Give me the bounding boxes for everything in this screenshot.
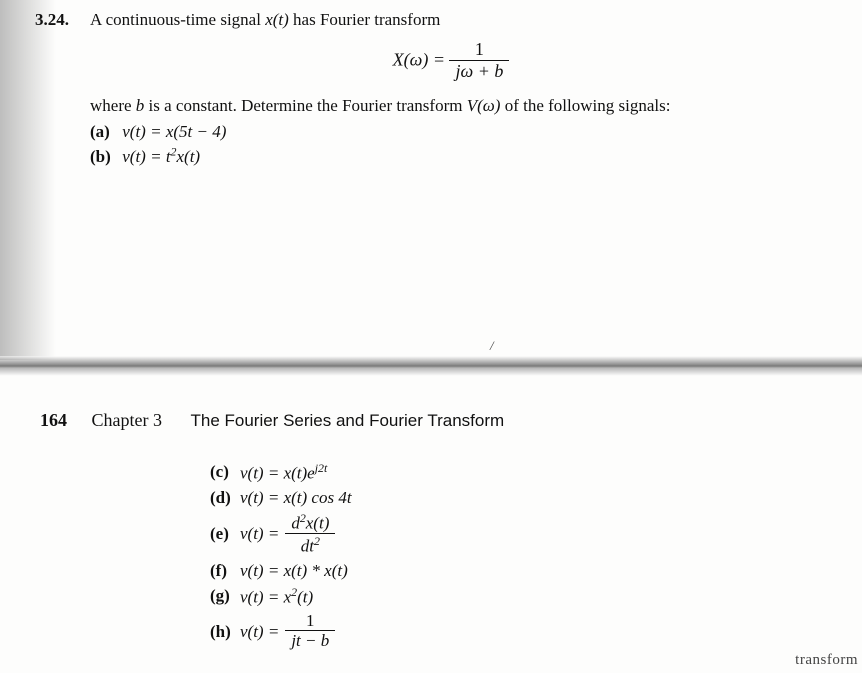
intro-pre: A continuous-time signal bbox=[90, 10, 265, 29]
eq-fraction: 1 jω + b bbox=[449, 40, 509, 82]
part-b-row: (b) v(t) = t2x(t) bbox=[90, 144, 822, 167]
body-line: where b is a constant. Determine the Fou… bbox=[90, 96, 822, 116]
part-b-label: (b) bbox=[90, 147, 118, 167]
body-pre: where bbox=[90, 96, 136, 115]
part-c-row: (c) v(t) = x(t)ej2t bbox=[210, 461, 822, 484]
part-g-row: (g) v(t) = x2(t) bbox=[210, 585, 822, 608]
part-f-row: (f) v(t) = x(t) * x(t) bbox=[210, 561, 822, 581]
parts-c-h: (c) v(t) = x(t)ej2t (d) v(t) = x(t) cos … bbox=[210, 461, 822, 652]
part-e-row: (e) v(t) = d2x(t) dt2 bbox=[210, 512, 822, 557]
chapter-label: Chapter 3 bbox=[92, 410, 162, 430]
eq-denominator: jω + b bbox=[449, 61, 509, 83]
part-e-label: (e) bbox=[210, 524, 240, 544]
e-num-post: x(t) bbox=[306, 513, 330, 532]
part-h-num: 1 bbox=[285, 612, 335, 632]
part-a-expr: v(t) = x(5t − 4) bbox=[122, 122, 226, 141]
part-g-label: (g) bbox=[210, 586, 240, 606]
eq-lhs: X(ω) = bbox=[393, 49, 445, 69]
g-pre: v(t) = x bbox=[240, 588, 291, 607]
part-e-den: dt2 bbox=[285, 534, 335, 557]
page-number: 164 bbox=[40, 410, 67, 430]
page-header: 164 Chapter 3 The Fourier Series and Fou… bbox=[40, 410, 822, 431]
part-e-frac: d2x(t) dt2 bbox=[285, 512, 335, 557]
part-e-lhs: v(t) = bbox=[240, 524, 279, 544]
part-d-expr: v(t) = x(t) cos 4t bbox=[240, 488, 352, 508]
e-num-pre: d bbox=[291, 513, 300, 532]
part-a-row: (a) v(t) = x(5t − 4) bbox=[90, 122, 822, 142]
part-h-row: (h) v(t) = 1 jt − b bbox=[210, 612, 822, 652]
equation-xomega: X(ω) = 1 jω + b bbox=[80, 40, 822, 82]
scan-mark: / bbox=[490, 338, 494, 354]
intro-post: has Fourier transform bbox=[289, 10, 441, 29]
part-f-expr: v(t) = x(t) * x(t) bbox=[240, 561, 348, 581]
part-e-num: d2x(t) bbox=[285, 512, 335, 534]
part-g-expr: v(t) = x2(t) bbox=[240, 585, 313, 608]
part-b-post: x(t) bbox=[177, 147, 201, 166]
part-c-label: (c) bbox=[210, 462, 240, 482]
part-c-expr: v(t) = x(t)ej2t bbox=[240, 461, 327, 484]
scan-divider bbox=[0, 356, 862, 376]
bottom-page-region: 164 Chapter 3 The Fourier Series and Fou… bbox=[0, 410, 862, 656]
part-c-sup: j2t bbox=[315, 461, 328, 475]
part-f-label: (f) bbox=[210, 561, 240, 581]
part-b-expr: v(t) = t2x(t) bbox=[122, 147, 200, 166]
intro-signal: x(t) bbox=[265, 10, 289, 29]
part-c-pre: v(t) = x(t)e bbox=[240, 464, 315, 483]
footer-clipped-text: transform bbox=[795, 652, 858, 669]
part-a-label: (a) bbox=[90, 122, 118, 142]
part-h-label: (h) bbox=[210, 622, 240, 642]
body-mid: is a constant. Determine the Fourier tra… bbox=[144, 96, 466, 115]
body-b: b bbox=[136, 96, 145, 115]
e-den-sup: 2 bbox=[314, 534, 320, 548]
g-post: (t) bbox=[297, 588, 313, 607]
part-h-lhs: v(t) = bbox=[240, 622, 279, 642]
part-d-label: (d) bbox=[210, 488, 240, 508]
part-h-den: jt − b bbox=[285, 631, 335, 651]
part-h-frac: 1 jt − b bbox=[285, 612, 335, 652]
problem-number: 3.24. bbox=[35, 10, 69, 30]
parts-ab: (a) v(t) = x(5t − 4) (b) v(t) = t2x(t) bbox=[90, 122, 822, 167]
top-page-region: 3.24. A continuous-time signal x(t) has … bbox=[0, 0, 862, 167]
e-den-pre: dt bbox=[301, 537, 314, 556]
eq-numerator: 1 bbox=[449, 40, 509, 61]
body-post: of the following signals: bbox=[500, 96, 670, 115]
body-V: V(ω) bbox=[467, 96, 501, 115]
intro-line: A continuous-time signal x(t) has Fourie… bbox=[90, 10, 822, 30]
part-d-row: (d) v(t) = x(t) cos 4t bbox=[210, 488, 822, 508]
part-b-pre: v(t) = t bbox=[122, 147, 170, 166]
chapter-title: The Fourier Series and Fourier Transform bbox=[190, 411, 504, 430]
